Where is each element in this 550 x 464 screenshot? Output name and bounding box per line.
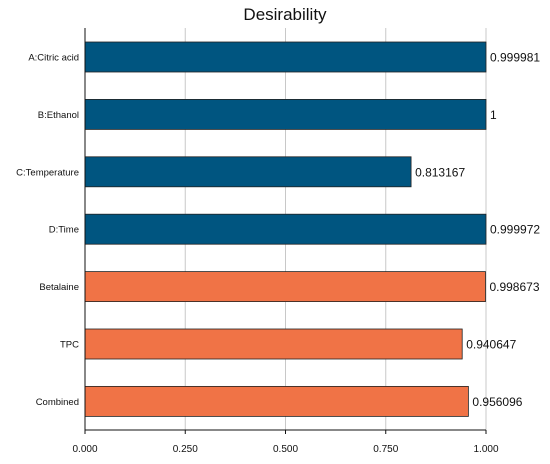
labels: 0.000 0.250 0.500 0.750 1.000 A:Citric acid 0.… [16,51,540,456]
bar [84,41,487,73]
value-label: 1 [490,108,497,122]
category-label: D:Time [49,225,79,236]
value-label: 0.813167 [415,165,465,179]
chart-title: Desirability [243,5,327,24]
bar [84,213,487,245]
category-label: C:Temperature [16,167,79,178]
category-label: Combined [36,397,79,408]
x-tick-label: 1.000 [473,444,498,455]
value-label: 0.999981 [490,51,540,65]
value-label: 0.940647 [466,338,516,352]
x-tick-label: 0.500 [273,444,298,455]
x-tick-label: 0.750 [373,444,398,455]
bar [84,385,469,417]
bar [84,99,487,130]
value-label: 0.999972 [490,223,540,237]
value-label: 0.956096 [472,395,522,409]
value-label: 0.998673 [489,280,539,294]
bar [84,156,412,188]
category-label: TPC [60,340,79,351]
category-label: A:Citric acid [28,53,79,64]
category-label: Betalaine [39,282,79,293]
x-tick-label: 0.250 [173,444,198,455]
category-label: B:Ethanol [38,110,79,121]
bar [84,328,463,360]
axes [84,28,487,434]
bar [84,271,486,303]
x-tick-label: 0.000 [72,444,97,455]
